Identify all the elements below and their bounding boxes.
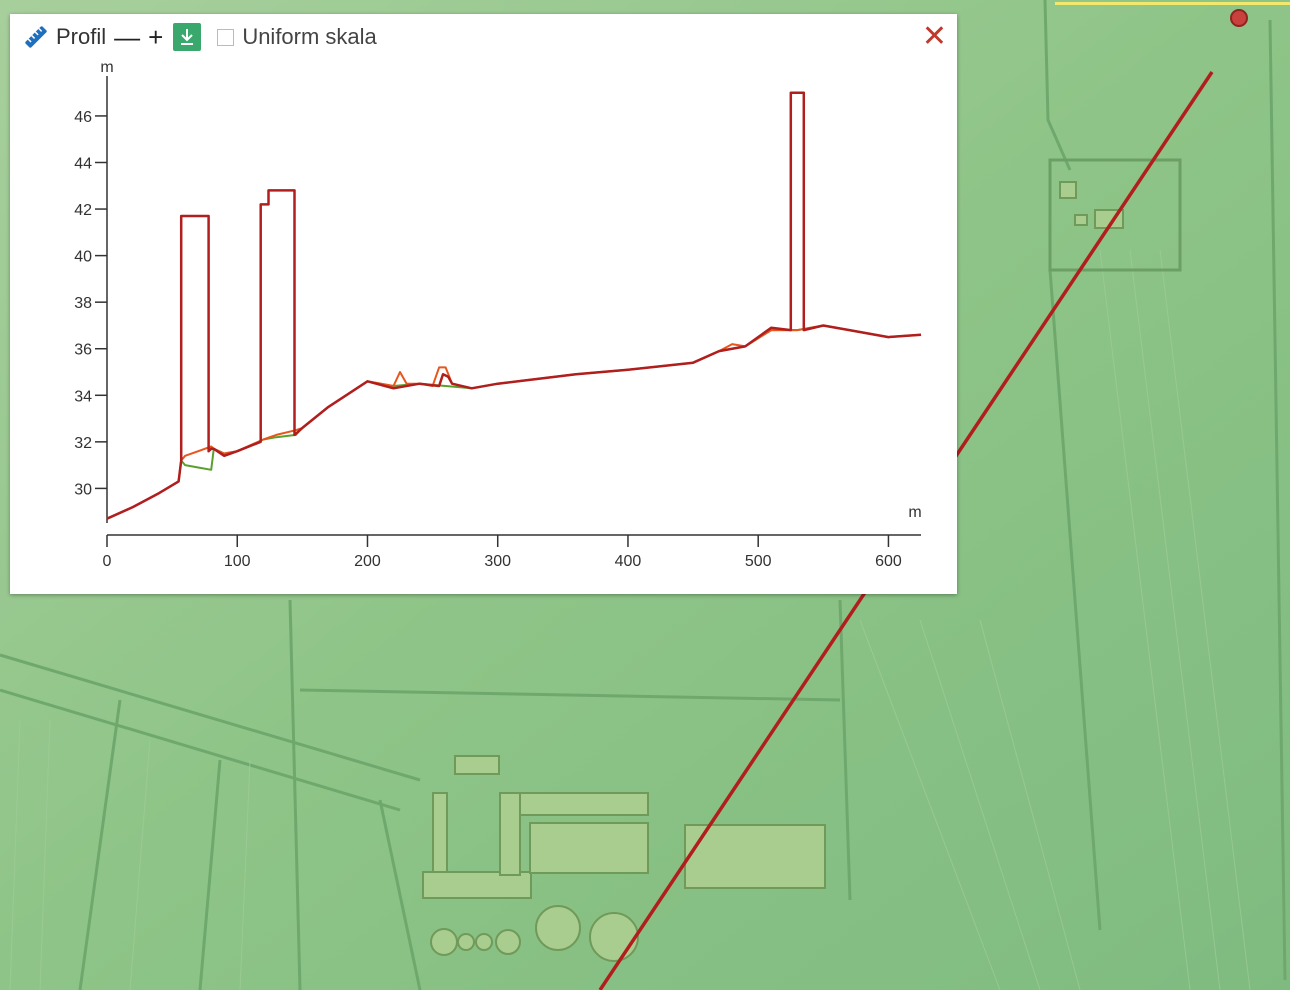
x-tick-label: 0 [103, 553, 112, 570]
x-tick-label: 200 [354, 553, 381, 570]
download-icon [181, 29, 194, 45]
x-axis-unit: m [908, 504, 921, 521]
zoom-in-button[interactable]: + [148, 22, 164, 52]
map-edge-highlight [1055, 2, 1290, 5]
y-tick-label: 46 [74, 109, 92, 126]
buildings [422, 181, 1124, 962]
x-tick-label: 100 [224, 553, 251, 570]
download-button[interactable] [173, 23, 202, 51]
y-tick-label: 36 [74, 342, 92, 359]
y-tick-label: 44 [74, 155, 92, 172]
profile-series-line [106, 324, 922, 520]
farm-compound [1048, 158, 1182, 272]
field-lines [9, 249, 1251, 990]
x-tick-label: 400 [615, 553, 642, 570]
x-tick-label: 300 [484, 553, 511, 570]
y-tick-label: 30 [74, 481, 92, 498]
profile-series-line [106, 91, 922, 520]
profile-toolbar: Profil — + Uniform skala ✕ [10, 14, 957, 60]
ruler-icon [22, 23, 50, 51]
uniform-scale-label[interactable]: Uniform skala [242, 24, 377, 49]
profile-endpoint-marker[interactable] [1230, 9, 1248, 27]
y-axis-unit: m [100, 60, 113, 76]
y-tick-label: 38 [74, 295, 92, 312]
panel-title: Profil [56, 24, 107, 49]
x-tick-label: 500 [745, 553, 772, 570]
y-tick-label: 42 [74, 202, 92, 219]
y-tick-label: 32 [74, 435, 92, 452]
profile-panel: Profil — + Uniform skala ✕ 30 32 34 36 38 40 4… [10, 14, 957, 594]
zoom-out-button[interactable]: — [114, 22, 141, 52]
x-tick-label: 600 [875, 553, 902, 570]
close-icon[interactable]: ✕ [921, 20, 947, 53]
y-tick-label: 40 [74, 249, 92, 266]
uniform-scale-checkbox[interactable] [217, 28, 235, 46]
elevation-profile-chart: 30 32 34 36 38 40 42 44 46 0 100 200 300 400 500 600 m m [74, 60, 922, 570]
y-tick-label: 34 [74, 388, 92, 405]
profile-series-line [106, 324, 922, 520]
